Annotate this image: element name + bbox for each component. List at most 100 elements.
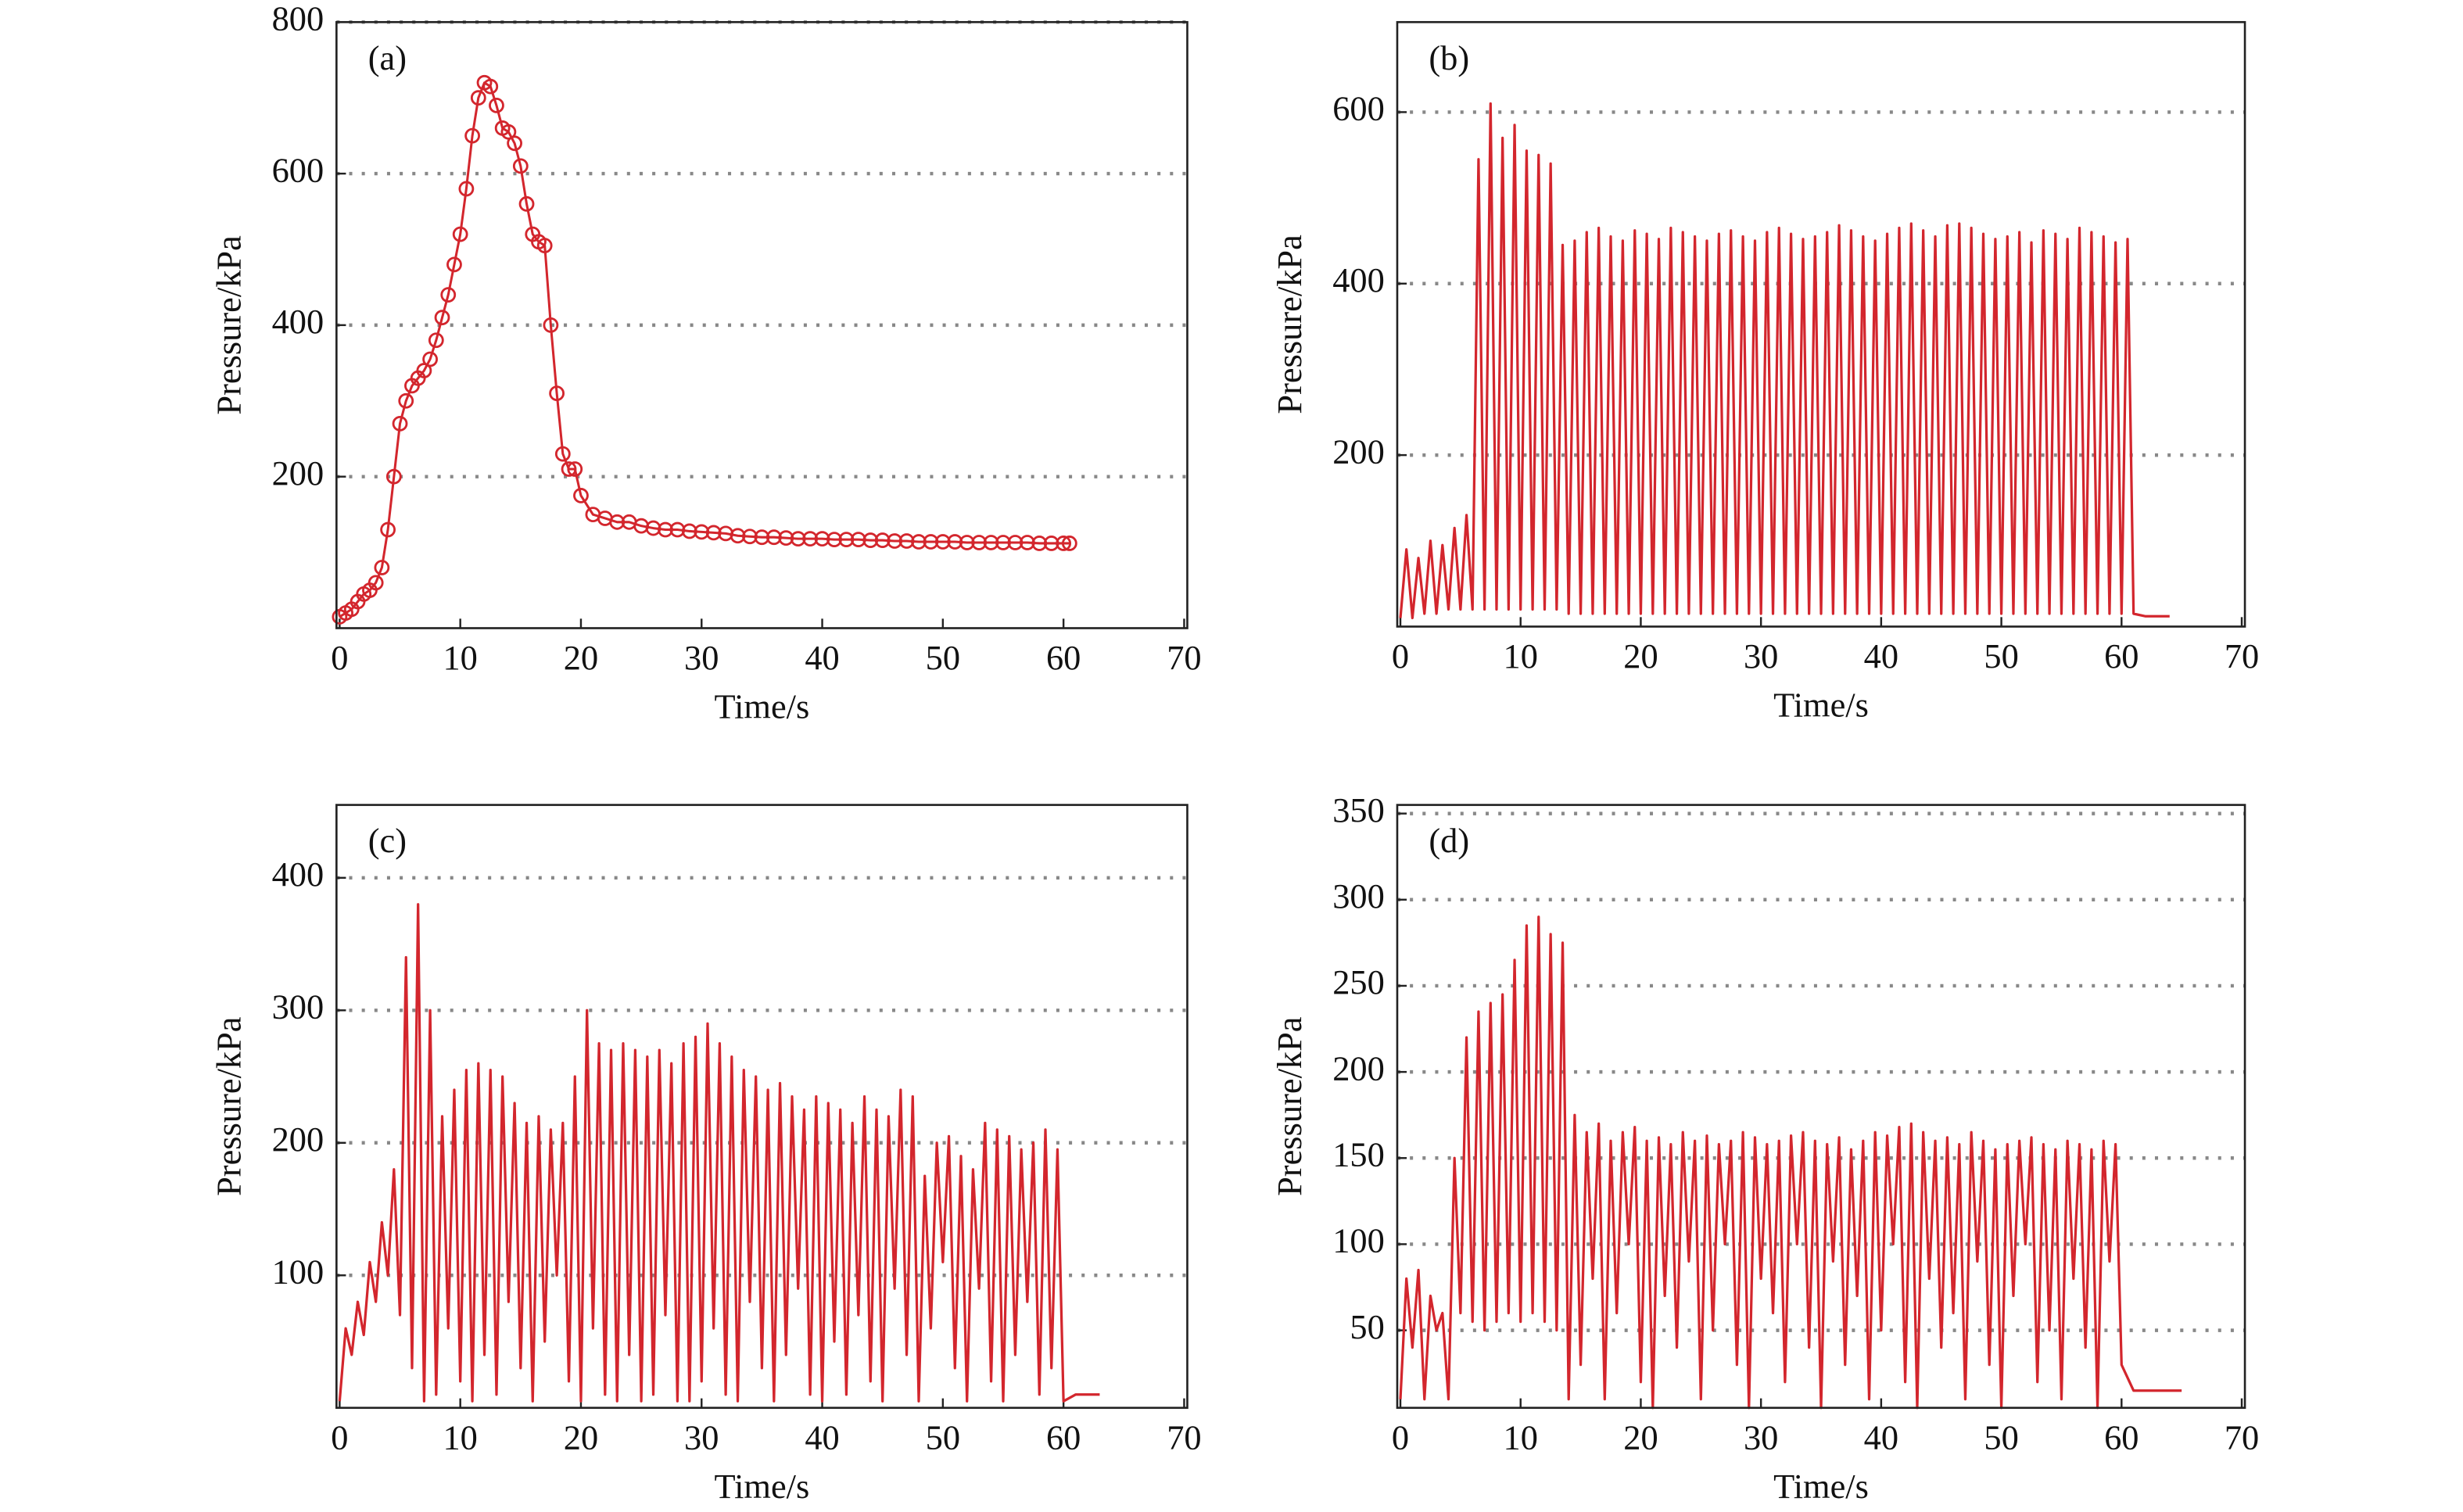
marker — [392, 415, 408, 432]
x-tick-label: 20 — [1623, 636, 1658, 675]
marker — [385, 468, 402, 485]
marker — [573, 488, 589, 503]
x-tick-label: 70 — [2225, 636, 2259, 675]
marker — [1056, 536, 1072, 551]
x-tick-label: 30 — [1744, 1417, 1778, 1456]
marker — [398, 392, 414, 409]
y-axis-label: Pressure/kPa — [209, 1016, 248, 1196]
y-tick-label: 400 — [1332, 260, 1385, 299]
marker — [790, 531, 806, 547]
y-axis-label: Pressure/kPa — [1270, 1016, 1309, 1196]
y-axis-label: Pressure/kPa — [1270, 235, 1309, 414]
x-tick-label: 70 — [1167, 638, 1201, 677]
x-tick-label: 10 — [443, 1417, 477, 1456]
x-tick-label: 0 — [1392, 1417, 1409, 1456]
y-tick-label: 100 — [272, 1252, 324, 1291]
marker — [911, 534, 927, 550]
marker — [814, 531, 830, 547]
x-tick-label: 70 — [2225, 1417, 2259, 1456]
series-line — [1399, 102, 2170, 620]
marker — [470, 90, 486, 106]
panel-label: (a) — [368, 38, 407, 77]
marker — [765, 529, 782, 546]
marker — [826, 532, 842, 547]
x-tick-label: 50 — [1984, 1417, 2018, 1456]
marker — [482, 78, 499, 95]
marker — [754, 529, 770, 546]
y-tick-label: 200 — [1332, 432, 1385, 471]
marker — [923, 534, 939, 550]
y-tick-label: 400 — [272, 855, 324, 894]
x-tick-label: 20 — [1623, 1417, 1658, 1456]
series-line — [1399, 915, 2182, 1410]
marker — [609, 514, 626, 530]
marker — [983, 535, 999, 550]
y-tick-label: 100 — [1332, 1221, 1385, 1260]
y-tick-label: 400 — [272, 302, 324, 341]
marker — [1061, 536, 1077, 551]
y-tick-label: 200 — [1332, 1048, 1385, 1087]
marker — [489, 97, 504, 113]
plot-frame — [335, 20, 1188, 629]
y-tick-label: 800 — [272, 0, 324, 38]
marker — [554, 446, 571, 462]
x-tick-label: 50 — [926, 638, 960, 677]
marker — [464, 127, 480, 144]
marker — [440, 287, 457, 303]
marker — [959, 535, 975, 550]
x-tick-label: 0 — [331, 638, 348, 677]
marker — [862, 532, 879, 548]
marker — [458, 181, 475, 197]
x-tick-label: 10 — [1504, 1417, 1538, 1456]
marker — [934, 534, 951, 550]
marker — [567, 461, 583, 477]
marker — [428, 332, 444, 349]
marker — [681, 523, 697, 539]
marker — [705, 525, 722, 541]
marker — [446, 256, 462, 273]
x-tick-label: 60 — [2104, 1417, 2139, 1456]
marker — [874, 532, 891, 548]
plot-frame — [1396, 20, 2246, 628]
marker — [1031, 536, 1048, 551]
y-tick-label: 300 — [272, 987, 324, 1026]
marker — [1043, 536, 1059, 551]
x-tick-label: 0 — [331, 1417, 348, 1456]
y-tick-label: 350 — [1332, 790, 1385, 829]
x-tick-label: 10 — [1504, 636, 1538, 675]
x-tick-label: 40 — [1864, 1417, 1898, 1456]
marker — [543, 317, 559, 333]
marker — [374, 560, 390, 575]
marker — [536, 238, 553, 254]
plot-frame — [335, 804, 1188, 1410]
marker — [434, 310, 450, 326]
marker — [995, 535, 1011, 550]
marker — [561, 461, 577, 477]
x-tick-label: 60 — [1046, 638, 1081, 677]
x-axis-label: Time/s — [715, 687, 810, 726]
panel: 200 400 600 0 10 20 30 40 50 60 70 (b) Time/s Pressur… — [1270, 20, 2259, 725]
y-tick-label: 200 — [272, 1120, 324, 1159]
marker — [730, 528, 746, 544]
panel: 100 200 300 400 0 10 20 30 40 50 60 70 (c) Time/s Pres… — [209, 804, 1202, 1506]
y-tick-label: 200 — [272, 453, 324, 493]
x-tick-label: 50 — [1984, 636, 2018, 675]
marker — [1019, 535, 1035, 550]
marker — [694, 524, 710, 540]
marker — [778, 530, 794, 546]
panel-label: (d) — [1429, 821, 1469, 860]
marker — [1007, 535, 1024, 550]
x-tick-label: 30 — [1744, 636, 1778, 675]
y-tick-label: 250 — [1332, 962, 1385, 1001]
x-tick-label: 60 — [2104, 636, 2139, 675]
x-tick-label: 40 — [805, 638, 839, 677]
panel-label: (c) — [368, 821, 407, 860]
marker — [380, 521, 396, 538]
marker — [512, 158, 529, 174]
panel-label: (b) — [1429, 38, 1469, 77]
marker — [971, 535, 988, 550]
y-axis-label: Pressure/kPa — [209, 235, 248, 415]
marker — [850, 532, 866, 547]
marker — [802, 531, 819, 547]
